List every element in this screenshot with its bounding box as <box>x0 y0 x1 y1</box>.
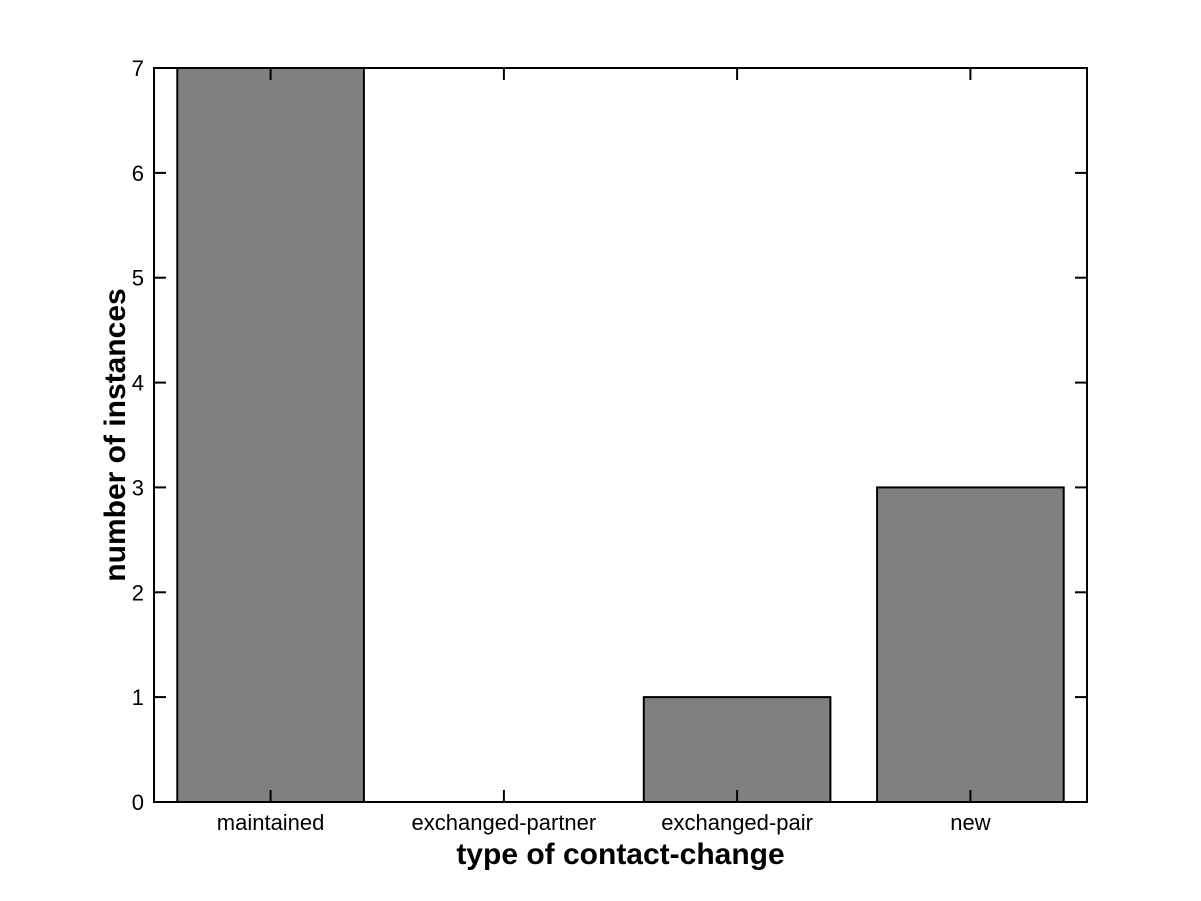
y-tick-label: 3 <box>132 475 144 500</box>
y-tick-label: 1 <box>132 685 144 710</box>
x-tick-label: new <box>950 810 990 835</box>
axis-box <box>153 67 1088 803</box>
y-tick-label: 0 <box>132 790 144 815</box>
y-tick-label: 7 <box>132 56 144 81</box>
x-tick-label: maintained <box>217 810 325 835</box>
bar-maintained <box>176 67 365 803</box>
y-tick-label: 6 <box>132 161 144 186</box>
y-tick-label: 4 <box>132 371 144 396</box>
x-axis-label: type of contact-change <box>456 838 785 871</box>
y-tick-label: 5 <box>132 266 144 291</box>
x-tick-label: exchanged-pair <box>661 810 813 835</box>
y-tick-label: 2 <box>132 580 144 605</box>
x-tick-label: exchanged-partner <box>412 810 597 835</box>
bar-exchanged-pair <box>642 696 832 803</box>
y-axis-label: number of instances <box>99 288 132 582</box>
bar-new <box>876 486 1065 803</box>
